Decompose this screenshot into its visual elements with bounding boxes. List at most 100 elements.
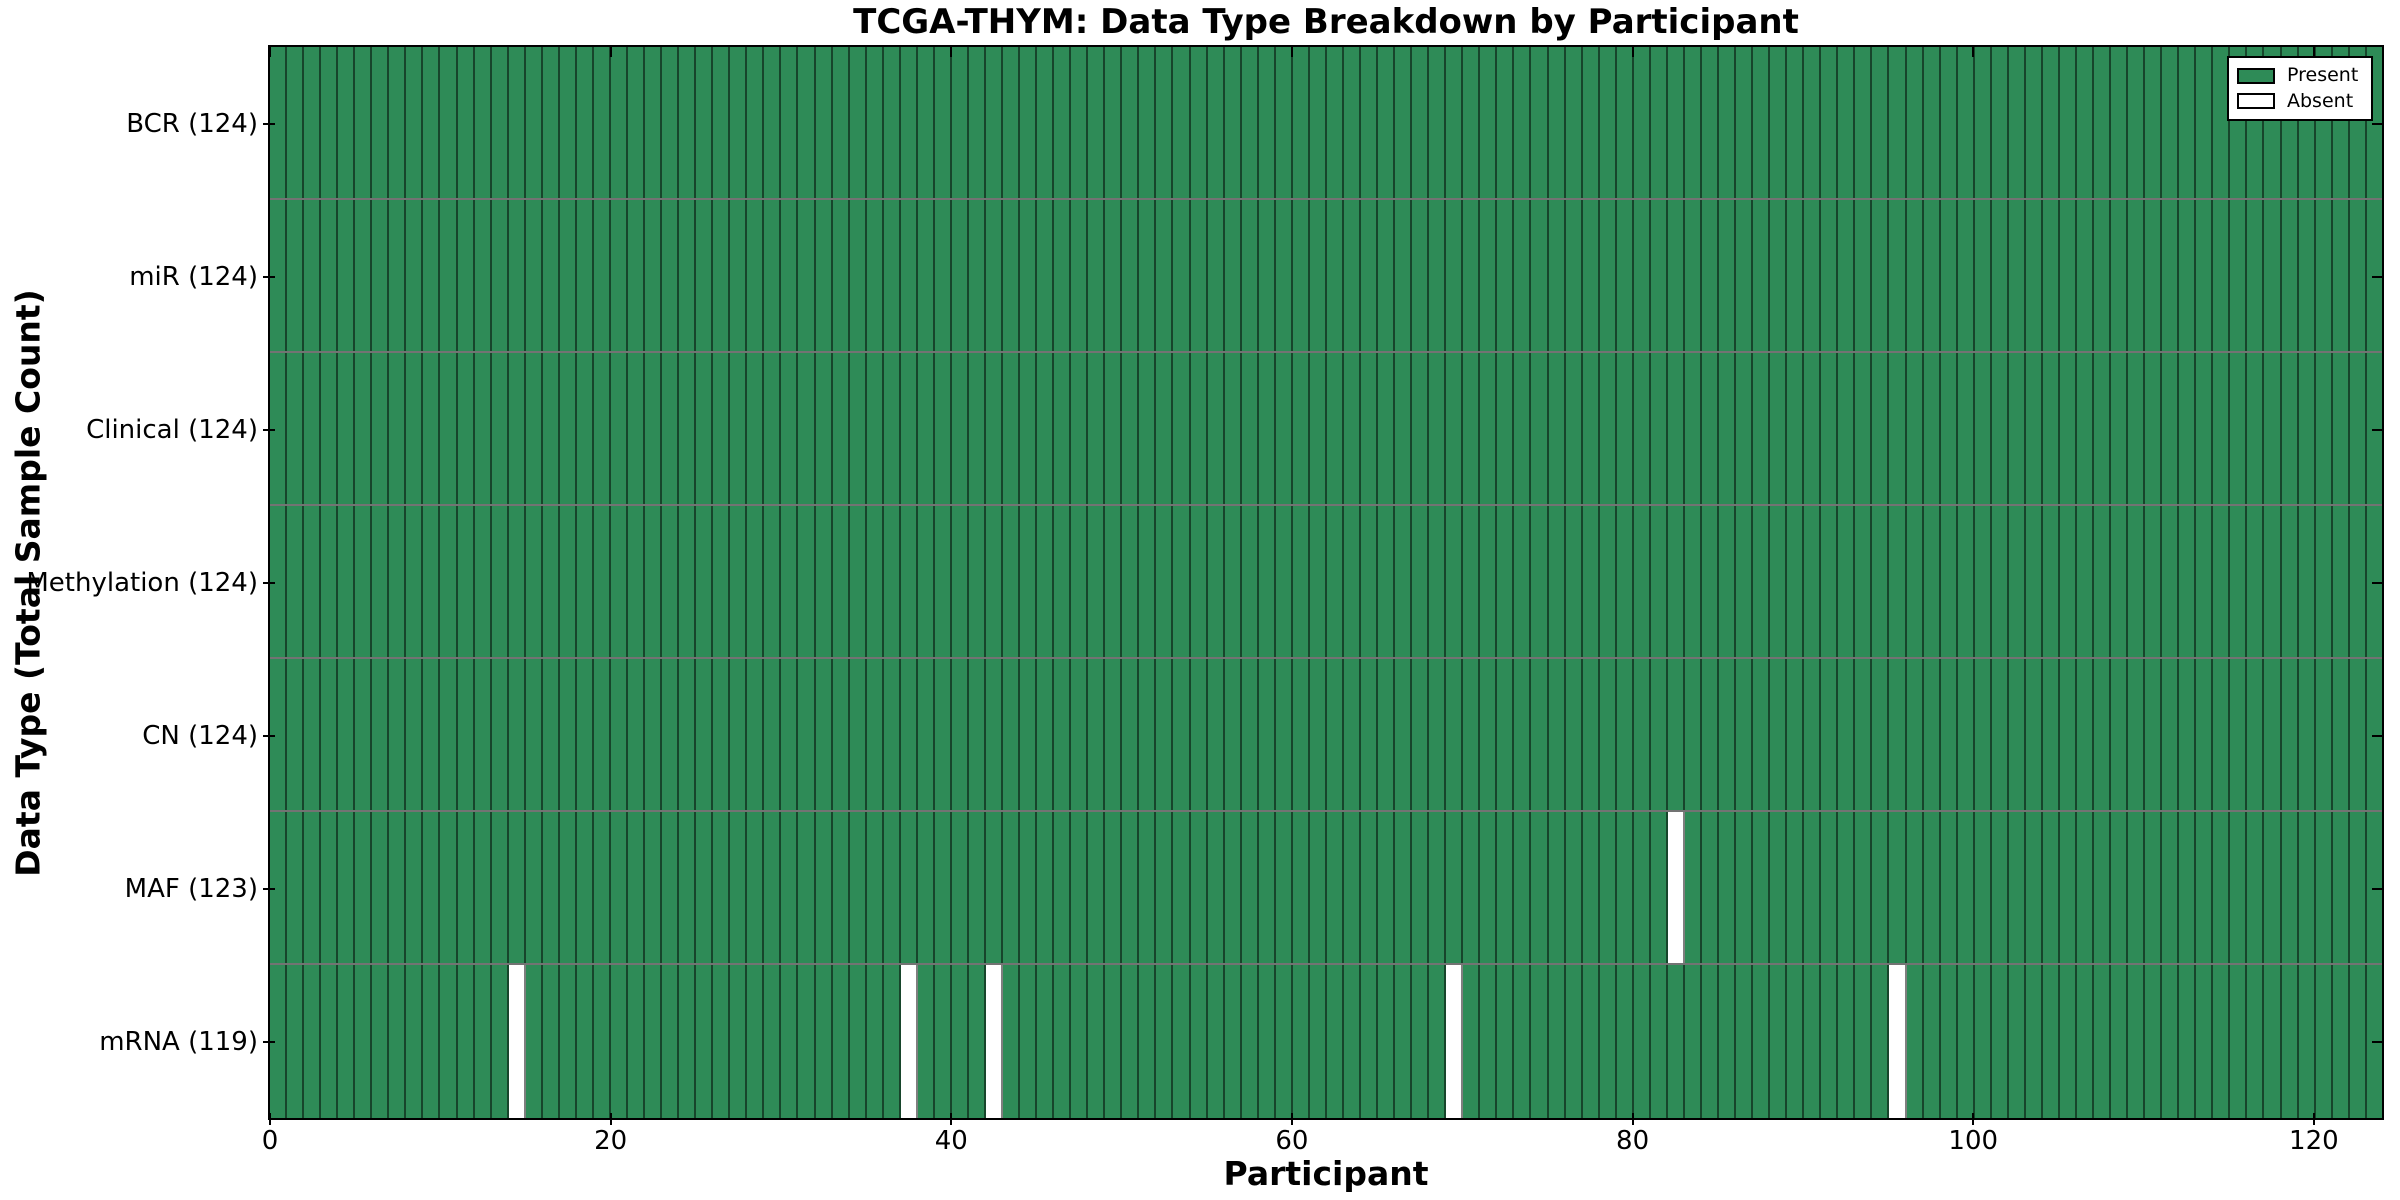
cell-present: [764, 659, 782, 810]
cell-present: [1684, 506, 1702, 657]
cell-present: [474, 47, 492, 198]
cell-present: [1122, 200, 1140, 351]
cell-present: [1684, 659, 1702, 810]
cell-present: [1343, 353, 1361, 504]
cell-present: [1258, 659, 1276, 810]
cell-present: [1599, 200, 1617, 351]
cell-present: [1054, 965, 1072, 1118]
cell-present: [1531, 659, 1549, 810]
cell-present: [372, 353, 390, 504]
y-tick-label: CN (124): [142, 720, 258, 751]
cell-present: [542, 812, 560, 963]
cell-present: [798, 812, 816, 963]
cell-present: [1906, 659, 1924, 810]
cell-present: [559, 812, 577, 963]
cell-present: [1446, 812, 1464, 963]
cell-present: [1003, 506, 1021, 657]
cell-present: [1582, 506, 1600, 657]
cell-present: [1326, 200, 1344, 351]
cell-present: [1105, 200, 1123, 351]
cell-present: [1497, 200, 1515, 351]
cell-present: [1701, 353, 1719, 504]
cell-present: [2298, 200, 2316, 351]
cell-present: [883, 965, 901, 1118]
cell-present: [849, 812, 867, 963]
cell-present: [2094, 200, 2112, 351]
cell-present: [1940, 812, 1958, 963]
cell-present: [1241, 200, 1259, 351]
cell-present: [2298, 353, 2316, 504]
cell-present: [883, 353, 901, 504]
cell-present: [781, 965, 799, 1118]
cell-present: [815, 506, 833, 657]
cell-present: [2128, 506, 2146, 657]
cell-present: [1889, 659, 1907, 810]
cell-present: [2196, 965, 2214, 1118]
cell-present: [1940, 200, 1958, 351]
cell-present: [1957, 659, 1975, 810]
cell-present: [679, 506, 697, 657]
cell-present: [1224, 47, 1242, 198]
cell-present: [406, 812, 424, 963]
cell-present: [1020, 965, 1038, 1118]
cell-present: [406, 965, 424, 1118]
cell-present: [1974, 200, 1992, 351]
cell-present: [1514, 353, 1532, 504]
cell-absent: [900, 965, 918, 1118]
cell-present: [1838, 353, 1856, 504]
cell-present: [1650, 965, 1668, 1118]
cell-present: [1957, 965, 1975, 1118]
cell-present: [1088, 812, 1106, 963]
cell-present: [1770, 506, 1788, 657]
cell-present: [730, 659, 748, 810]
cell-present: [2042, 659, 2060, 810]
cell-present: [1940, 353, 1958, 504]
cell-present: [1020, 47, 1038, 198]
cell-present: [1838, 812, 1856, 963]
cell-present: [1463, 659, 1481, 810]
cell-present: [1207, 200, 1225, 351]
cell-present: [1054, 200, 1072, 351]
cell-present: [2008, 47, 2026, 198]
cell-present: [2179, 965, 2197, 1118]
cell-present: [2349, 506, 2367, 657]
cell-present: [1190, 47, 1208, 198]
cell-present: [849, 965, 867, 1118]
cell-present: [1173, 353, 1191, 504]
cell-present: [1497, 47, 1515, 198]
cell-present: [2179, 659, 2197, 810]
cell-present: [491, 812, 509, 963]
cell-present: [1667, 965, 1685, 1118]
cell-present: [2247, 506, 2265, 657]
cell-present: [542, 965, 560, 1118]
cell-present: [1309, 506, 1327, 657]
cell-present: [1736, 965, 1754, 1118]
cell-present: [593, 812, 611, 963]
cell-present: [1258, 353, 1276, 504]
cell-present: [1770, 353, 1788, 504]
cell-present: [951, 506, 969, 657]
cell-present: [1156, 200, 1174, 351]
cell-present: [900, 353, 918, 504]
cell-present: [900, 47, 918, 198]
cell-present: [679, 812, 697, 963]
cell-present: [1088, 200, 1106, 351]
cell-present: [1684, 47, 1702, 198]
cell-present: [1173, 965, 1191, 1118]
cell-present: [2247, 659, 2265, 810]
cell-present: [1429, 659, 1447, 810]
cell-present: [1003, 659, 1021, 810]
cell-present: [542, 200, 560, 351]
cell-present: [389, 353, 407, 504]
cell-present: [1071, 965, 1089, 1118]
cell-present: [662, 506, 680, 657]
cell-present: [1241, 659, 1259, 810]
cell-present: [2025, 965, 2043, 1118]
cell-present: [1003, 353, 1021, 504]
cell-present: [1292, 200, 1310, 351]
plot-area: [268, 45, 2384, 1120]
cell-present: [1804, 659, 1822, 810]
cell-present: [287, 659, 305, 810]
cell-present: [730, 353, 748, 504]
cell-present: [2179, 200, 2197, 351]
